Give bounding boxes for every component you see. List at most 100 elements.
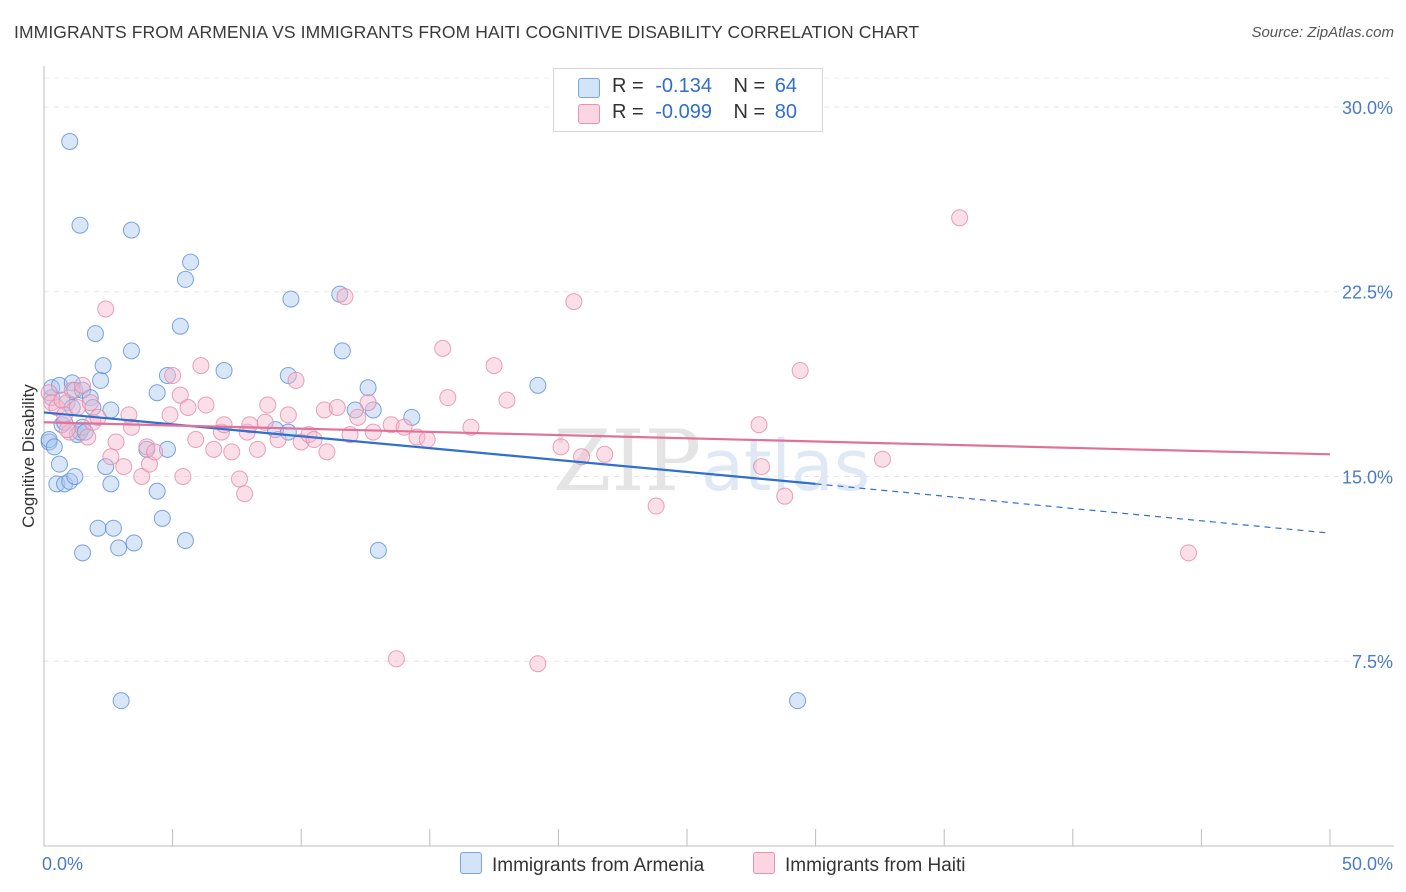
r-value: -0.099 — [655, 101, 712, 123]
series-armenia — [40, 132, 807, 710]
data-point — [50, 455, 68, 473]
y-tick-label: 22.5% — [1342, 283, 1393, 303]
data-point — [115, 458, 133, 476]
data-point — [179, 398, 197, 416]
data-point — [336, 288, 354, 306]
data-point — [61, 423, 79, 441]
r-value: -0.134 — [655, 75, 712, 97]
data-point — [43, 389, 61, 407]
data-point — [79, 428, 97, 446]
data-point — [171, 317, 189, 335]
data-point — [753, 458, 771, 476]
data-point — [223, 443, 241, 461]
data-point — [45, 438, 63, 456]
data-point — [1180, 544, 1198, 562]
data-point — [74, 376, 92, 394]
data-point — [485, 357, 503, 375]
data-point — [53, 391, 71, 409]
data-point — [315, 401, 333, 419]
data-point — [122, 342, 140, 360]
data-point — [182, 253, 200, 271]
data-point — [565, 293, 583, 311]
data-point — [369, 541, 387, 559]
data-point — [63, 381, 81, 399]
data-point — [318, 443, 336, 461]
r-label: R = — [612, 101, 644, 123]
data-point — [529, 655, 547, 673]
data-point — [94, 357, 112, 375]
data-point — [110, 539, 128, 557]
data-point — [359, 394, 377, 412]
y-axis-label: Cognitive Disability — [19, 384, 38, 528]
data-point — [282, 290, 300, 308]
n-label: N = — [733, 75, 766, 97]
legend-label-armenia: Immigrants from Armenia — [492, 855, 705, 876]
data-point — [89, 519, 107, 537]
y-tick-label: 30.0% — [1342, 98, 1393, 118]
data-point — [364, 423, 382, 441]
data-point — [122, 221, 140, 239]
data-point — [408, 428, 426, 446]
data-point — [176, 532, 194, 550]
stats-text-haiti: R = -0.099 N = 80 — [612, 101, 797, 124]
data-point — [174, 467, 192, 485]
data-point — [107, 433, 125, 451]
chart-title: IMMIGRANTS FROM ARMENIA VS IMMIGRANTS FR… — [14, 22, 920, 42]
data-point — [387, 650, 405, 668]
trend-line-armenia-extension — [815, 483, 1331, 534]
data-point — [230, 470, 248, 488]
data-point — [66, 467, 84, 485]
data-point — [40, 384, 58, 402]
data-point — [498, 391, 516, 409]
data-point — [750, 416, 768, 434]
data-point — [43, 394, 61, 412]
data-point — [382, 416, 400, 434]
legend-label-haiti: Immigrants from Haiti — [785, 855, 966, 876]
x-tick-label: 50.0% — [1342, 854, 1393, 874]
data-point — [92, 371, 110, 389]
data-point — [236, 485, 254, 503]
data-point — [439, 389, 457, 407]
stats-swatch-haiti — [578, 104, 600, 124]
data-point — [61, 132, 79, 150]
data-point — [287, 371, 305, 389]
source-label: Source: ZipAtlas.com — [1251, 24, 1394, 41]
data-point — [125, 534, 143, 552]
data-point — [205, 440, 223, 458]
data-point — [256, 413, 274, 431]
legend-swatch-haiti — [753, 852, 775, 874]
n-value: 80 — [774, 101, 798, 123]
data-point — [349, 408, 367, 426]
data-point — [58, 421, 76, 439]
trend-line-armenia — [43, 411, 816, 485]
data-point — [104, 519, 122, 537]
stats-text-armenia: R = -0.134 N = 64 — [612, 75, 797, 98]
x-tick-label: 0.0% — [42, 854, 83, 874]
data-point — [279, 406, 297, 424]
legend-item-armenia: Immigrants from Armenia — [460, 852, 704, 877]
stats-box: R = -0.134 N = 64 R = -0.099 N = 80 — [553, 68, 823, 132]
data-point — [97, 300, 115, 318]
data-point — [158, 440, 176, 458]
data-point — [71, 216, 89, 234]
y-tick-label: 15.0% — [1342, 467, 1393, 487]
data-point — [81, 394, 99, 412]
data-point — [102, 448, 120, 466]
data-point — [776, 487, 794, 505]
data-point — [328, 398, 346, 416]
data-point — [148, 384, 166, 402]
data-point — [133, 467, 151, 485]
y-tick-label: 7.5% — [1352, 652, 1393, 672]
data-point — [300, 426, 318, 444]
legend-item-haiti: Immigrants from Haiti — [753, 852, 966, 877]
data-point — [171, 386, 189, 404]
data-point — [112, 692, 130, 710]
data-point — [462, 418, 480, 436]
data-point — [359, 379, 377, 397]
data-point — [164, 366, 182, 384]
data-point — [161, 406, 179, 424]
data-point — [552, 438, 570, 456]
data-point — [789, 692, 807, 710]
data-point — [951, 209, 969, 227]
data-point — [187, 431, 205, 449]
